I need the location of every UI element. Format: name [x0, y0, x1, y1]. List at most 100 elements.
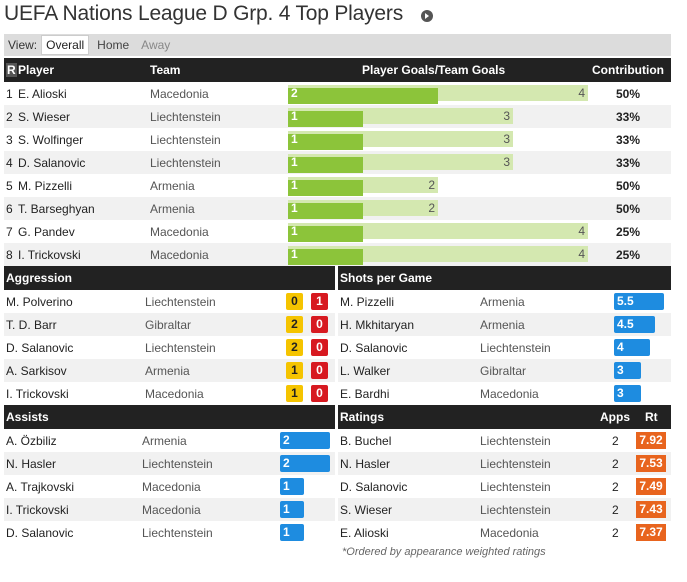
team-name[interactable]: Armenia — [142, 433, 187, 448]
team-name[interactable]: Macedonia — [142, 479, 201, 494]
shots-row[interactable]: H. Mkhitaryan Armenia 4.5 — [338, 313, 671, 336]
team-name[interactable]: Armenia — [145, 363, 190, 378]
team-name[interactable]: Liechtenstein — [145, 340, 216, 355]
player-name[interactable]: M. Polverino — [6, 294, 73, 309]
view-option-away[interactable]: Away — [141, 38, 171, 52]
contribution-value: 50% — [616, 178, 641, 193]
team-name[interactable]: Liechtenstein — [480, 433, 551, 448]
circle-arrow-right-icon[interactable] — [421, 10, 433, 22]
player-name[interactable]: T. Barseghyan — [18, 201, 95, 216]
player-name[interactable]: E. Alioski — [340, 525, 389, 540]
player-name[interactable]: D. Salanovic — [340, 479, 408, 494]
team-name[interactable]: Macedonia — [150, 247, 209, 262]
assists-row[interactable]: A. Trajkovski Macedonia 1 — [4, 475, 335, 498]
rating-header[interactable]: Rt — [645, 410, 658, 424]
player-name[interactable]: N. Hasler — [6, 456, 57, 471]
player-row[interactable]: 8 I. Trickovski Macedonia 1 4 25% — [4, 243, 671, 266]
player-name[interactable]: E. Alioski — [18, 86, 67, 101]
player-name[interactable]: G. Pandev — [18, 224, 75, 239]
player-row[interactable]: 6 T. Barseghyan Armenia 1 2 50% — [4, 197, 671, 220]
player-row[interactable]: 1 E. Alioski Macedonia 2 4 50% — [4, 82, 671, 105]
player-name[interactable]: M. Pizzelli — [18, 178, 73, 193]
team-name[interactable]: Gibraltar — [145, 317, 192, 332]
player-row[interactable]: 5 M. Pizzelli Armenia 1 2 50% — [4, 174, 671, 197]
player-name[interactable]: L. Walker — [340, 363, 391, 378]
team-name[interactable]: Liechtenstein — [150, 109, 221, 124]
player-name[interactable]: T. D. Barr — [6, 317, 57, 332]
player-name[interactable]: S. Wolfinger — [18, 132, 84, 147]
player-name[interactable]: E. Bardhi — [340, 386, 390, 401]
assists-row[interactable]: D. Salanovic Liechtenstein 1 — [4, 521, 335, 544]
team-name[interactable]: Armenia — [480, 317, 525, 332]
player-name[interactable]: I. Trickovski — [6, 502, 69, 517]
ratings-row[interactable]: B. Buchel Liechtenstein 2 7.92 — [338, 429, 671, 452]
apps-header[interactable]: Apps — [600, 410, 630, 424]
player-name[interactable]: S. Wieser — [18, 109, 71, 124]
rank-header[interactable]: R — [6, 63, 17, 77]
player-header[interactable]: Player — [18, 63, 55, 77]
team-name[interactable]: Macedonia — [480, 386, 539, 401]
player-row[interactable]: 4 D. Salanovic Liechtenstein 1 3 33% — [4, 151, 671, 174]
player-name[interactable]: D. Salanovic — [18, 155, 86, 170]
team-name[interactable]: Liechtenstein — [480, 502, 551, 517]
player-name[interactable]: A. Sarkisov — [6, 363, 67, 378]
team-name[interactable]: Liechtenstein — [150, 132, 221, 147]
ratings-row[interactable]: D. Salanovic Liechtenstein 2 7.49 — [338, 475, 671, 498]
team-name[interactable]: Liechtenstein — [480, 456, 551, 471]
player-name[interactable]: D. Salanovic — [6, 525, 74, 540]
shots-row[interactable]: M. Pizzelli Armenia 5.5 — [338, 290, 671, 313]
team-name[interactable]: Liechtenstein — [150, 155, 221, 170]
aggression-row[interactable]: M. Polverino Liechtenstein 0 1 — [4, 290, 335, 313]
player-name[interactable]: D. Salanovic — [6, 340, 74, 355]
shots-row[interactable]: E. Bardhi Macedonia 3 — [338, 382, 671, 405]
team-name[interactable]: Macedonia — [150, 224, 209, 239]
ratings-row[interactable]: S. Wieser Liechtenstein 2 7.43 — [338, 498, 671, 521]
player-name[interactable]: I. Trickovski — [18, 247, 81, 262]
team-name[interactable]: Liechtenstein — [142, 525, 213, 540]
aggression-header: Aggression — [4, 266, 335, 290]
player-name[interactable]: A. Özbiliz — [6, 433, 57, 448]
ratings-row[interactable]: E. Alioski Macedonia 2 7.37 — [338, 521, 671, 544]
assists-row[interactable]: I. Trickovski Macedonia 1 — [4, 498, 335, 521]
player-name[interactable]: B. Buchel — [340, 433, 392, 448]
team-name[interactable]: Gibraltar — [480, 363, 527, 378]
player-name[interactable]: A. Trajkovski — [6, 479, 75, 494]
aggression-row[interactable]: A. Sarkisov Armenia 1 0 — [4, 359, 335, 382]
player-name[interactable]: I. Trickovski — [6, 386, 69, 401]
team-name[interactable]: Liechtenstein — [480, 479, 551, 494]
ratings-row[interactable]: N. Hasler Liechtenstein 2 7.53 — [338, 452, 671, 475]
team-name[interactable]: Macedonia — [145, 386, 204, 401]
player-name[interactable]: H. Mkhitaryan — [340, 317, 415, 332]
player-row[interactable]: 7 G. Pandev Macedonia 1 4 25% — [4, 220, 671, 243]
team-name[interactable]: Liechtenstein — [480, 340, 551, 355]
team-name[interactable]: Macedonia — [150, 86, 209, 101]
player-goals-bar — [288, 226, 363, 242]
team-name[interactable]: Liechtenstein — [142, 456, 213, 471]
aggression-row[interactable]: I. Trickovski Macedonia 1 0 — [4, 382, 335, 405]
player-name[interactable]: N. Hasler — [340, 456, 391, 471]
aggression-row[interactable]: T. D. Barr Gibraltar 2 0 — [4, 313, 335, 336]
view-option-overall[interactable]: Overall — [41, 35, 90, 55]
goals-header[interactable]: Player Goals/Team Goals — [362, 63, 506, 77]
player-row[interactable]: 3 S. Wolfinger Liechtenstein 1 3 33% — [4, 128, 671, 151]
team-name[interactable]: Armenia — [150, 178, 195, 193]
shots-row[interactable]: D. Salanovic Liechtenstein 4 — [338, 336, 671, 359]
team-name[interactable]: Macedonia — [480, 525, 539, 540]
team-name[interactable]: Armenia — [150, 201, 195, 216]
player-name[interactable]: S. Wieser — [340, 502, 393, 517]
aggression-row[interactable]: D. Salanovic Liechtenstein 2 0 — [4, 336, 335, 359]
contribution-header[interactable]: Contribution — [592, 63, 664, 77]
team-name[interactable]: Armenia — [480, 294, 525, 309]
assists-row[interactable]: A. Özbiliz Armenia 2 — [4, 429, 335, 452]
player-row[interactable]: 2 S. Wieser Liechtenstein 1 3 33% — [4, 105, 671, 128]
assists-row[interactable]: N. Hasler Liechtenstein 2 — [4, 452, 335, 475]
team-name[interactable]: Liechtenstein — [145, 294, 216, 309]
player-name[interactable]: M. Pizzelli — [340, 294, 395, 309]
shots-row[interactable]: L. Walker Gibraltar 3 — [338, 359, 671, 382]
player-name[interactable]: D. Salanovic — [340, 340, 408, 355]
view-option-home[interactable]: Home — [97, 38, 130, 52]
team-header[interactable]: Team — [150, 63, 181, 77]
team-name[interactable]: Macedonia — [142, 502, 201, 517]
